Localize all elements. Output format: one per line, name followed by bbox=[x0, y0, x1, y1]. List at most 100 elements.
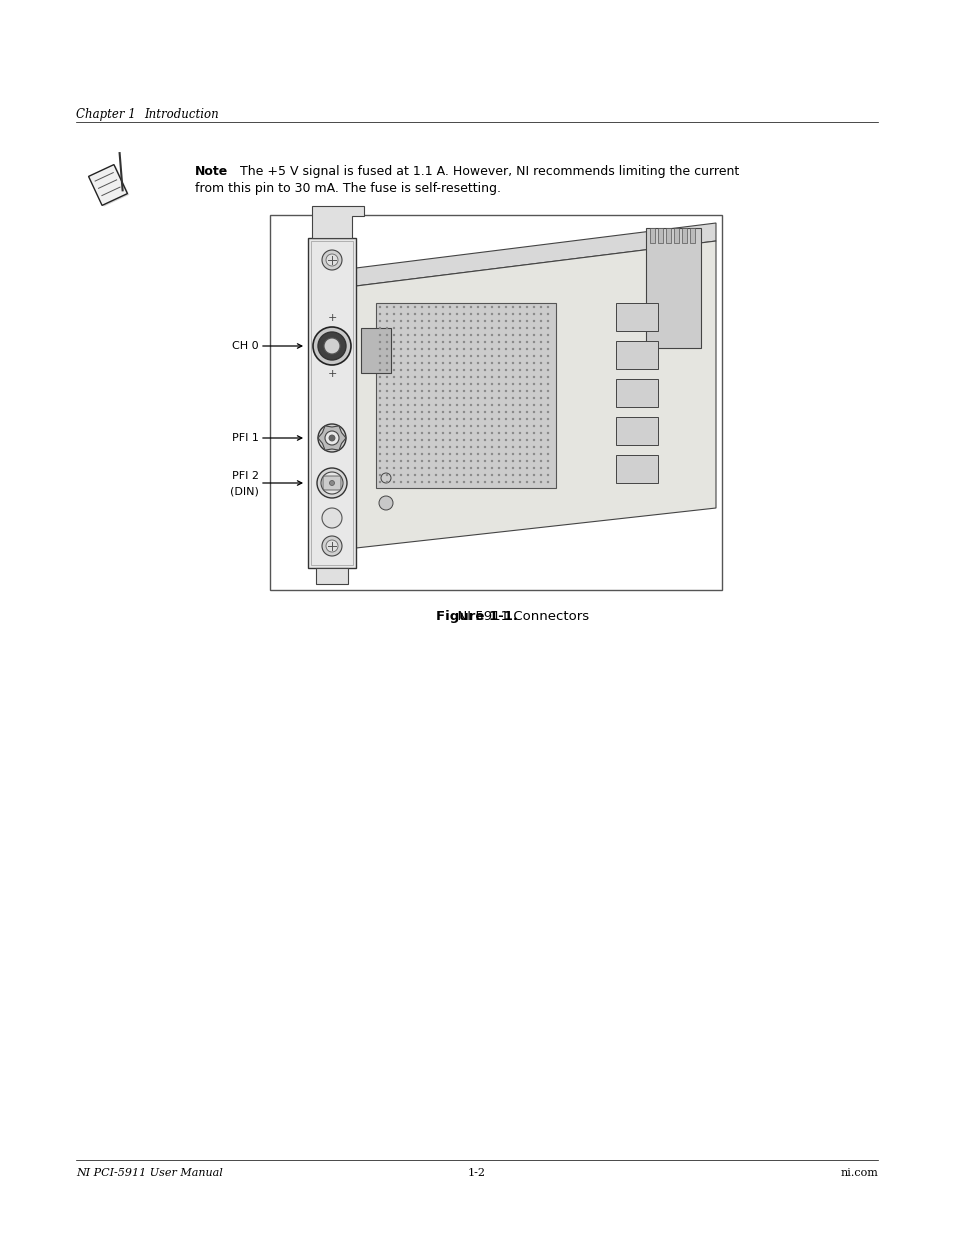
Circle shape bbox=[476, 327, 478, 330]
Circle shape bbox=[476, 320, 478, 322]
Circle shape bbox=[462, 480, 465, 483]
Circle shape bbox=[420, 306, 423, 309]
Circle shape bbox=[497, 320, 499, 322]
Circle shape bbox=[532, 425, 535, 427]
Circle shape bbox=[414, 411, 416, 414]
Circle shape bbox=[448, 459, 451, 462]
Circle shape bbox=[462, 306, 465, 309]
Polygon shape bbox=[317, 426, 346, 450]
Circle shape bbox=[385, 411, 388, 414]
Circle shape bbox=[490, 341, 493, 343]
Polygon shape bbox=[91, 165, 129, 206]
Text: ni.com: ni.com bbox=[840, 1168, 877, 1178]
Circle shape bbox=[414, 327, 416, 330]
Circle shape bbox=[539, 306, 541, 309]
Circle shape bbox=[399, 404, 402, 406]
Circle shape bbox=[476, 438, 478, 441]
Circle shape bbox=[497, 432, 499, 435]
Circle shape bbox=[441, 438, 444, 441]
Circle shape bbox=[406, 474, 409, 477]
Circle shape bbox=[448, 354, 451, 357]
Circle shape bbox=[378, 453, 381, 456]
Circle shape bbox=[441, 396, 444, 399]
Circle shape bbox=[518, 480, 520, 483]
Text: Note: Note bbox=[194, 165, 228, 178]
Circle shape bbox=[393, 320, 395, 322]
FancyBboxPatch shape bbox=[616, 417, 658, 445]
Circle shape bbox=[393, 375, 395, 378]
Circle shape bbox=[414, 474, 416, 477]
Circle shape bbox=[406, 396, 409, 399]
Circle shape bbox=[525, 383, 528, 385]
Circle shape bbox=[462, 432, 465, 435]
Polygon shape bbox=[89, 164, 128, 205]
Circle shape bbox=[504, 354, 507, 357]
Circle shape bbox=[539, 327, 541, 330]
Circle shape bbox=[406, 390, 409, 393]
Circle shape bbox=[448, 396, 451, 399]
Circle shape bbox=[435, 306, 436, 309]
Circle shape bbox=[476, 362, 478, 364]
Circle shape bbox=[462, 417, 465, 420]
Circle shape bbox=[420, 375, 423, 378]
Circle shape bbox=[525, 459, 528, 462]
Circle shape bbox=[525, 375, 528, 378]
Text: Figure 1-1.: Figure 1-1. bbox=[436, 610, 517, 622]
Circle shape bbox=[483, 438, 486, 441]
Circle shape bbox=[441, 362, 444, 364]
Circle shape bbox=[393, 411, 395, 414]
FancyArrowPatch shape bbox=[262, 480, 301, 485]
Circle shape bbox=[518, 459, 520, 462]
Circle shape bbox=[456, 404, 457, 406]
Circle shape bbox=[414, 432, 416, 435]
Circle shape bbox=[490, 432, 493, 435]
Text: PFI 1: PFI 1 bbox=[232, 433, 258, 443]
Circle shape bbox=[378, 425, 381, 427]
Circle shape bbox=[385, 320, 388, 322]
Circle shape bbox=[385, 369, 388, 372]
Circle shape bbox=[399, 438, 402, 441]
Circle shape bbox=[441, 446, 444, 448]
Circle shape bbox=[539, 459, 541, 462]
Circle shape bbox=[414, 467, 416, 469]
Text: Introduction: Introduction bbox=[144, 107, 218, 121]
Circle shape bbox=[399, 369, 402, 372]
Circle shape bbox=[546, 333, 549, 336]
Circle shape bbox=[518, 362, 520, 364]
Circle shape bbox=[511, 446, 514, 448]
Circle shape bbox=[406, 362, 409, 364]
Circle shape bbox=[448, 411, 451, 414]
Circle shape bbox=[476, 341, 478, 343]
Text: The +5 V signal is fused at 1.1 A. However, NI recommends limiting the current: The +5 V signal is fused at 1.1 A. Howev… bbox=[228, 165, 739, 178]
Circle shape bbox=[385, 390, 388, 393]
Circle shape bbox=[525, 320, 528, 322]
Circle shape bbox=[324, 338, 339, 354]
Circle shape bbox=[469, 459, 472, 462]
Circle shape bbox=[525, 341, 528, 343]
Circle shape bbox=[476, 474, 478, 477]
Circle shape bbox=[525, 348, 528, 351]
Circle shape bbox=[511, 467, 514, 469]
Circle shape bbox=[378, 411, 381, 414]
Circle shape bbox=[504, 417, 507, 420]
Circle shape bbox=[483, 369, 486, 372]
Polygon shape bbox=[312, 206, 364, 238]
FancyBboxPatch shape bbox=[616, 379, 658, 408]
Circle shape bbox=[427, 333, 430, 336]
Circle shape bbox=[518, 425, 520, 427]
Circle shape bbox=[385, 312, 388, 315]
Circle shape bbox=[414, 375, 416, 378]
Circle shape bbox=[476, 333, 478, 336]
Circle shape bbox=[469, 453, 472, 456]
Circle shape bbox=[385, 459, 388, 462]
Circle shape bbox=[490, 348, 493, 351]
Circle shape bbox=[546, 432, 549, 435]
Circle shape bbox=[504, 467, 507, 469]
Circle shape bbox=[406, 411, 409, 414]
Circle shape bbox=[456, 459, 457, 462]
Circle shape bbox=[525, 396, 528, 399]
Circle shape bbox=[511, 425, 514, 427]
Circle shape bbox=[456, 348, 457, 351]
Circle shape bbox=[469, 312, 472, 315]
Circle shape bbox=[490, 480, 493, 483]
